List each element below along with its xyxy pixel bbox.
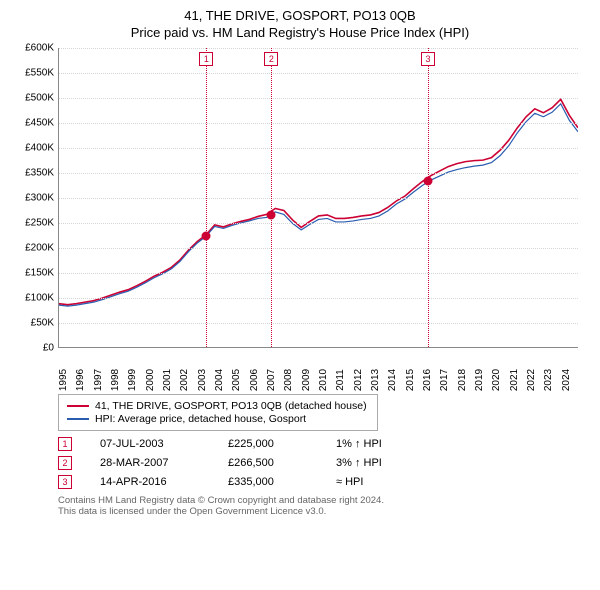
x-tick-label: 2007 [266,369,277,391]
x-tick-label: 2003 [197,369,208,391]
x-tick-label: 2023 [543,369,554,391]
y-tick-label: £100K [25,293,54,304]
x-tick-label: 2018 [457,369,468,391]
footer-line-1: Contains HM Land Registry data © Crown c… [58,495,588,506]
x-tick-label: 2017 [439,369,450,391]
sale-row-badge: 2 [58,456,72,470]
y-tick-label: £500K [25,93,54,104]
x-tick-label: 2016 [422,369,433,391]
x-tick-label: 2019 [474,369,485,391]
x-tick-label: 2010 [318,369,329,391]
footer-line-2: This data is licensed under the Open Gov… [58,506,588,517]
x-tick-label: 1997 [93,369,104,391]
y-tick-label: £600K [25,43,54,54]
y-tick-label: £0 [43,343,54,354]
y-tick-label: £550K [25,68,54,79]
gridline [59,198,578,199]
x-tick-label: 1998 [110,369,121,391]
x-tick-label: 2000 [145,369,156,391]
x-tick-label: 2008 [283,369,294,391]
y-tick-label: £450K [25,118,54,129]
x-tick-label: 1996 [75,369,86,391]
legend-swatch [67,405,89,407]
y-tick-label: £400K [25,143,54,154]
sale-date: 28-MAR-2007 [100,457,200,469]
gridline [59,48,578,49]
sale-dot [267,210,276,219]
sale-dot [202,231,211,240]
gridline [59,323,578,324]
sale-marker-line [206,48,207,347]
y-tick-label: £250K [25,218,54,229]
y-tick-label: £150K [25,268,54,279]
sale-marker-badge: 2 [264,52,278,66]
gridline [59,298,578,299]
sale-row-badge: 3 [58,475,72,489]
sale-row: 3 14-APR-2016 £335,000 ≈ HPI [58,475,588,489]
x-tick-label: 2015 [405,369,416,391]
gridline [59,173,578,174]
gridline [59,123,578,124]
sale-price: £225,000 [228,438,308,450]
sale-marker-line [428,48,429,347]
plot-area: 1 2 3 [58,48,578,348]
y-tick-label: £200K [25,243,54,254]
gridline [59,248,578,249]
legend-box: 41, THE DRIVE, GOSPORT, PO13 0QB (detach… [58,394,378,431]
attribution-footer: Contains HM Land Registry data © Crown c… [58,495,588,518]
gridline [59,223,578,224]
gridline [59,273,578,274]
chart-subtitle: Price paid vs. HM Land Registry's House … [12,25,588,40]
x-tick-label: 2006 [249,369,260,391]
chart-area: £0 £50K £100K £150K £200K £250K £300K £350K £400… [12,48,588,388]
y-axis-labels: £0£50K£100K£150K£200K£250K£300K£350K£400… [12,48,56,348]
x-tick-label: 1995 [58,369,69,391]
x-tick-label: 2002 [179,369,190,391]
legend-label: 41, THE DRIVE, GOSPORT, PO13 0QB (detach… [95,400,367,412]
x-tick-label: 2004 [214,369,225,391]
sale-row-badge: 1 [58,437,72,451]
sale-marker-line [271,48,272,347]
x-tick-label: 2005 [231,369,242,391]
x-tick-label: 2012 [353,369,364,391]
x-tick-label: 2024 [561,369,572,391]
sale-price: £335,000 [228,476,308,488]
x-axis-labels: 1995 1996 1997 1998 1999 2000 2001 2002 2003 2004… [58,350,578,388]
sale-row: 1 07-JUL-2003 £225,000 1% ↑ HPI [58,437,588,451]
series-line-hpi [59,104,578,306]
sale-delta: 1% ↑ HPI [336,438,436,450]
y-tick-label: £50K [31,318,54,329]
legend-swatch [67,418,89,420]
gridline [59,73,578,74]
sale-marker-badge: 3 [421,52,435,66]
x-tick-label: 2009 [301,369,312,391]
legend-item: HPI: Average price, detached house, Gosp… [67,413,369,425]
sales-table: 1 07-JUL-2003 £225,000 1% ↑ HPI 2 28-MAR-2007… [58,437,588,489]
sale-marker-badge: 1 [199,52,213,66]
x-tick-label: 1999 [127,369,138,391]
sale-date: 07-JUL-2003 [100,438,200,450]
y-tick-label: £300K [25,193,54,204]
gridline [59,148,578,149]
x-tick-label: 2011 [335,369,346,391]
legend-item: 41, THE DRIVE, GOSPORT, PO13 0QB (detach… [67,400,369,412]
x-tick-label: 2022 [526,369,537,391]
sale-price: £266,500 [228,457,308,469]
chart-title: 41, THE DRIVE, GOSPORT, PO13 0QB [12,8,588,23]
sale-dot [424,176,433,185]
x-tick-label: 2013 [370,369,381,391]
x-tick-label: 2014 [387,369,398,391]
sale-delta: 3% ↑ HPI [336,457,436,469]
sale-delta: ≈ HPI [336,476,436,488]
sale-date: 14-APR-2016 [100,476,200,488]
x-tick-label: 2021 [509,369,520,391]
sale-row: 2 28-MAR-2007 £266,500 3% ↑ HPI [58,456,588,470]
legend-label: HPI: Average price, detached house, Gosp… [95,413,306,425]
y-tick-label: £350K [25,168,54,179]
x-tick-label: 2020 [491,369,502,391]
gridline [59,98,578,99]
x-tick-label: 2001 [162,369,173,391]
